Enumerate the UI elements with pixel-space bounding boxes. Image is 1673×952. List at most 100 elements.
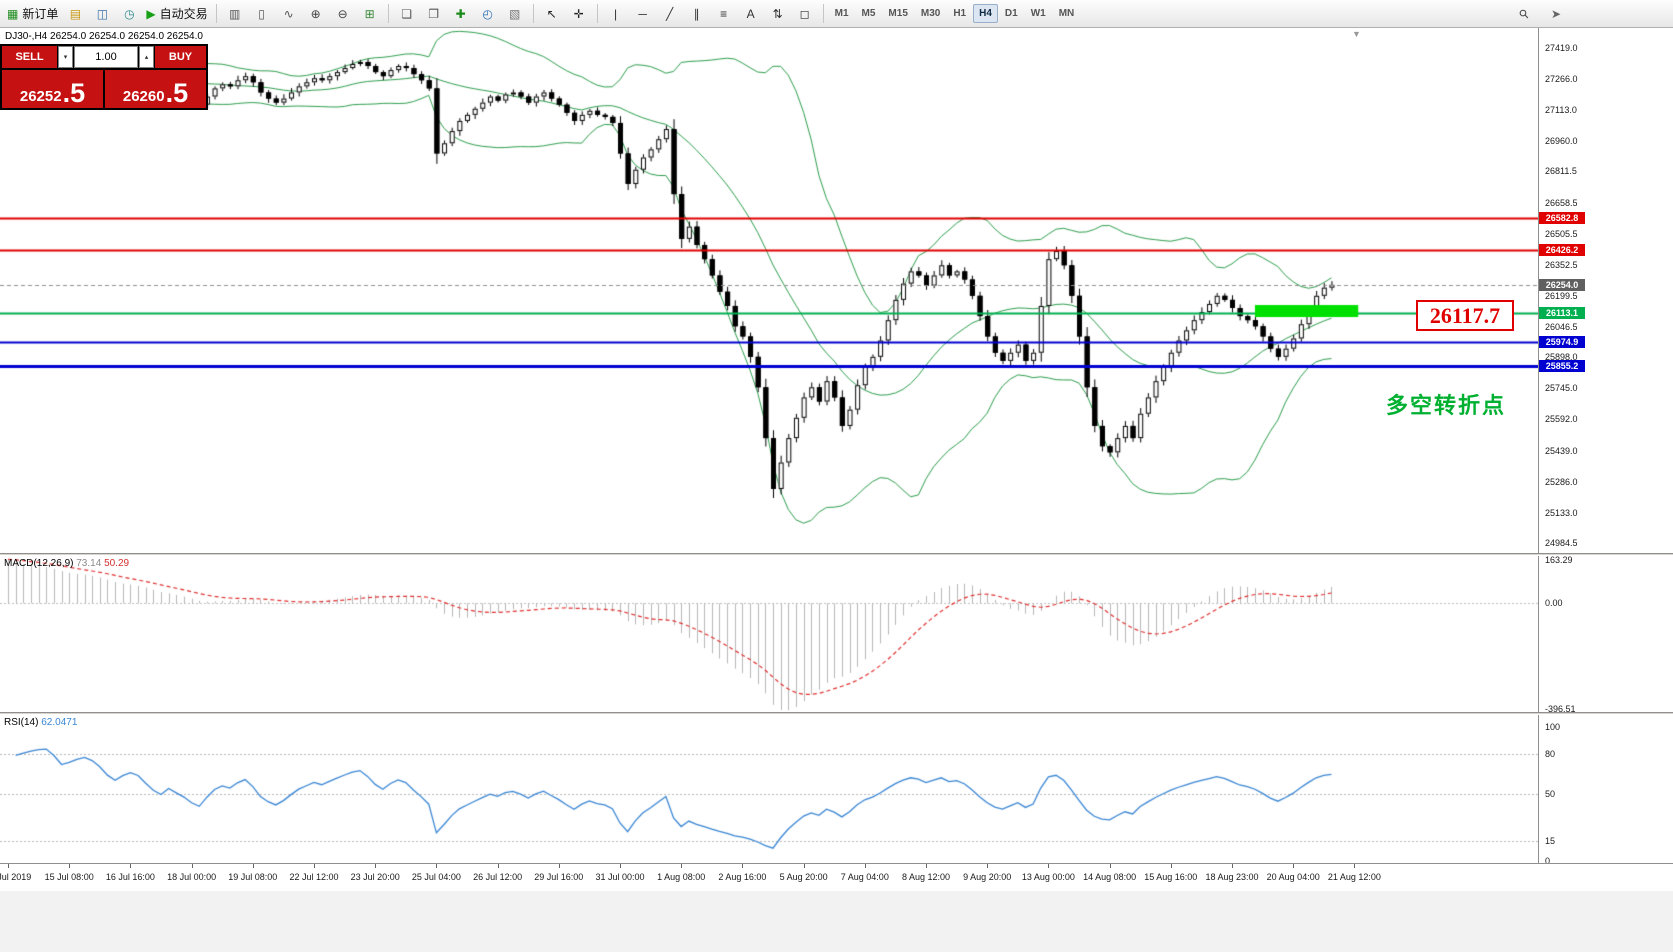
time-axis-label: 21 Aug 12:00 — [1327, 872, 1381, 882]
new-order-button[interactable]: ▦ 新订单 — [4, 3, 61, 25]
time-axis-label: 25 Jul 04:00 — [411, 872, 461, 882]
time-axis-label: 20 Aug 04:00 — [1266, 872, 1320, 882]
time-axis[interactable]: 12 Jul 2019 15 Jul 08:00 16 Jul 16:00 18 Ju… — [0, 863, 1673, 891]
price-axis-label: 26505.5 — [1545, 228, 1578, 239]
shapes-icon[interactable]: ◻ — [799, 6, 810, 21]
sell-price-button[interactable]: 26252 .5 — [2, 70, 103, 108]
volume-input[interactable]: 1.00 — [74, 46, 138, 68]
panel-separator[interactable] — [0, 712, 1673, 715]
arrows-icon[interactable]: ⇅ — [772, 6, 783, 21]
price-axis-label: 26046.5 — [1545, 321, 1578, 332]
timeframe-m30[interactable]: M30 — [920, 8, 941, 19]
bottom-strip — [0, 891, 1673, 952]
price-axis-label: 25745.0 — [1545, 383, 1578, 394]
timeframe-w1[interactable]: W1 — [1030, 8, 1046, 19]
tile-windows-icon[interactable]: ⊞ — [364, 6, 375, 21]
bar-chart-icon[interactable]: ▥ — [228, 6, 241, 21]
buy-price-button[interactable]: 26260 .5 — [105, 70, 206, 108]
price-axis: 27419.0 27266.0 27113.0 26960.0 26811.5 26658… — [1538, 28, 1673, 553]
price-axis-label: 25439.0 — [1545, 445, 1578, 456]
cursor-icon[interactable]: ↖ — [546, 6, 557, 21]
panel-separator[interactable] — [0, 553, 1673, 556]
price-axis-label: 27113.0 — [1545, 105, 1577, 116]
timeframe-h4[interactable]: H4 — [973, 4, 998, 23]
pointer-icon[interactable]: ➤ — [1550, 6, 1562, 21]
template-icon[interactable]: ▧ — [508, 6, 521, 21]
text-icon[interactable]: A — [746, 6, 755, 21]
new-window-icon[interactable]: ❏ — [401, 6, 412, 21]
price-tag: 26426.2 — [1539, 243, 1585, 256]
timeframe-mn[interactable]: MN — [1058, 8, 1075, 19]
window-list-icon[interactable]: ❐ — [428, 6, 439, 21]
price-tag: 26254.0 — [1539, 278, 1585, 291]
timeframe-m15[interactable]: M15 — [888, 8, 908, 19]
zoom-in-icon[interactable]: ⊕ — [310, 6, 321, 21]
time-axis-label: 18 Jul 00:00 — [167, 872, 217, 882]
new-chart-icon[interactable]: ▤ — [69, 6, 82, 21]
time-axis-tick — [1232, 864, 1233, 868]
channel-icon[interactable]: ∥ — [693, 6, 700, 21]
price-axis-label: 26658.5 — [1545, 197, 1578, 208]
candlestick-chart-icon[interactable]: ▯ — [258, 6, 265, 21]
timeframe-h1[interactable]: H1 — [953, 8, 967, 19]
new-order-icon: ▦ — [7, 6, 19, 21]
time-axis-tick — [375, 864, 377, 868]
rsi-value: 62.0471 — [41, 717, 78, 728]
horizontal-line-icon[interactable]: ─ — [638, 6, 647, 21]
price-axis-label: 26960.0 — [1545, 136, 1578, 147]
timeframe-d1[interactable]: D1 — [1004, 8, 1018, 19]
price-chart-panel: DJ30-,H4 26254.0 26254.0 26254.0 26254.0… — [0, 28, 1673, 553]
timeframe-m1[interactable]: M1 — [834, 8, 849, 19]
macd-panel: MACD(12,26,9) 73.14 50.29 163.29 0.00 -396… — [0, 555, 1673, 715]
toolbar-separator — [387, 4, 389, 23]
rsi-canvas[interactable] — [0, 715, 1538, 863]
macd-axis-label: 0.00 — [1545, 598, 1563, 609]
new-order-label: 新订单 — [22, 7, 59, 21]
price-axis-label: 25286.0 — [1545, 476, 1578, 487]
line-chart-icon[interactable]: ∿ — [283, 6, 294, 21]
rsi-axis-label: 100 — [1545, 722, 1561, 732]
time-axis-label: 23 Jul 20:00 — [350, 872, 400, 882]
rsi-label: RSI(14) 62.0471 — [4, 717, 78, 728]
price-axis-label: 25592.0 — [1545, 414, 1578, 425]
macd-main-value: 73.14 — [76, 558, 102, 569]
sell-button[interactable]: SELL — [2, 46, 57, 68]
rsi-axis-label: 80 — [1545, 748, 1556, 759]
volume-decrease-button[interactable]: ▾ — [58, 46, 73, 68]
zoom-out-icon[interactable]: ⊖ — [337, 6, 348, 21]
buy-button[interactable]: BUY — [155, 46, 206, 68]
rsi-axis: 100 80 50 15 0 — [1538, 715, 1673, 866]
vertical-line-icon[interactable]: | — [614, 6, 618, 21]
sell-price: 26252 — [19, 87, 62, 105]
chart-shift-marker[interactable]: ▼ — [1352, 29, 1361, 39]
autotrading-button[interactable]: ▶ 自动交易 — [143, 3, 210, 25]
periods-icon[interactable]: ◴ — [482, 6, 493, 21]
trendline-icon[interactable]: ╱ — [665, 6, 674, 21]
rsi-axis-label: 0 — [1545, 856, 1551, 866]
time-axis-label: 15 Aug 16:00 — [1144, 872, 1198, 882]
time-axis-tick — [8, 864, 9, 868]
search-icon[interactable]: ⚲ — [1515, 5, 1533, 22]
macd-axis-label: -396.51 — [1545, 704, 1576, 715]
profiles-icon[interactable]: ◫ — [96, 6, 109, 21]
macd-signal-value: 50.29 — [104, 558, 130, 569]
market-watch-icon[interactable]: ◷ — [124, 6, 135, 21]
volume-increase-button[interactable]: ▴ — [139, 46, 154, 68]
crosshair-icon[interactable]: ✛ — [573, 6, 584, 21]
toolbar-separator — [215, 4, 217, 23]
fibonacci-icon[interactable]: ≡ — [720, 6, 728, 21]
price-annotation-box[interactable]: 26117.7 — [1416, 300, 1514, 331]
time-axis-tick — [497, 864, 499, 868]
time-axis-label: 19 Jul 08:00 — [228, 872, 278, 882]
sell-price-fraction: .5 — [62, 78, 86, 109]
timeframe-m5[interactable]: M5 — [861, 8, 876, 19]
time-axis-label: 22 Jul 12:00 — [289, 872, 339, 882]
turning-point-annotation[interactable]: 多空转折点 — [1386, 393, 1507, 418]
macd-canvas[interactable] — [0, 556, 1538, 712]
price-tag: 26582.8 — [1539, 211, 1585, 224]
time-axis-tick — [620, 864, 621, 868]
toolbar-separator — [596, 4, 598, 23]
price-axis-label: 25133.0 — [1545, 507, 1578, 518]
indicators-icon[interactable]: ✚ — [455, 6, 466, 21]
price-chart-canvas[interactable] — [0, 28, 1538, 553]
